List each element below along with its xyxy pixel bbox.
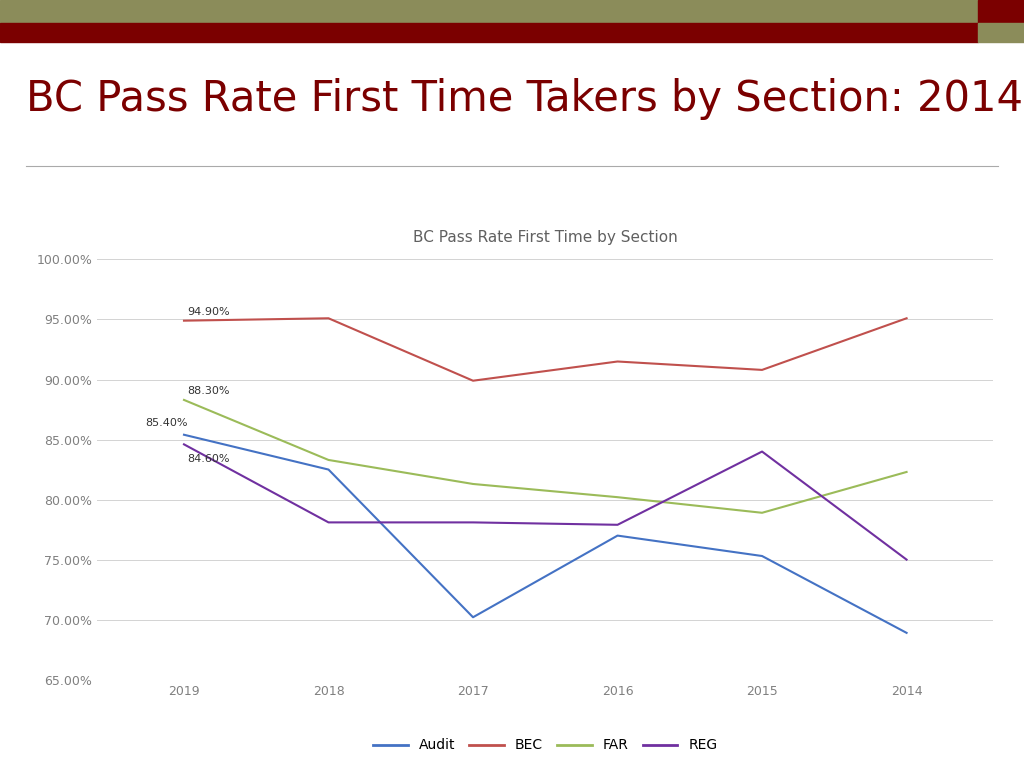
Title: BC Pass Rate First Time by Section: BC Pass Rate First Time by Section — [413, 230, 678, 245]
Text: 88.30%: 88.30% — [186, 386, 229, 396]
Text: BC Pass Rate First Time Takers by Section: 2014-2019: BC Pass Rate First Time Takers by Sectio… — [26, 78, 1024, 120]
Bar — [0, 23, 978, 42]
Bar — [0, 0, 978, 23]
Bar — [978, 0, 1024, 23]
Legend: Audit, BEC, FAR, REG: Audit, BEC, FAR, REG — [368, 733, 723, 758]
Text: 94.90%: 94.90% — [186, 307, 229, 317]
Bar — [978, 23, 1024, 42]
Text: 85.40%: 85.40% — [145, 419, 187, 429]
Text: 84.60%: 84.60% — [186, 455, 229, 465]
